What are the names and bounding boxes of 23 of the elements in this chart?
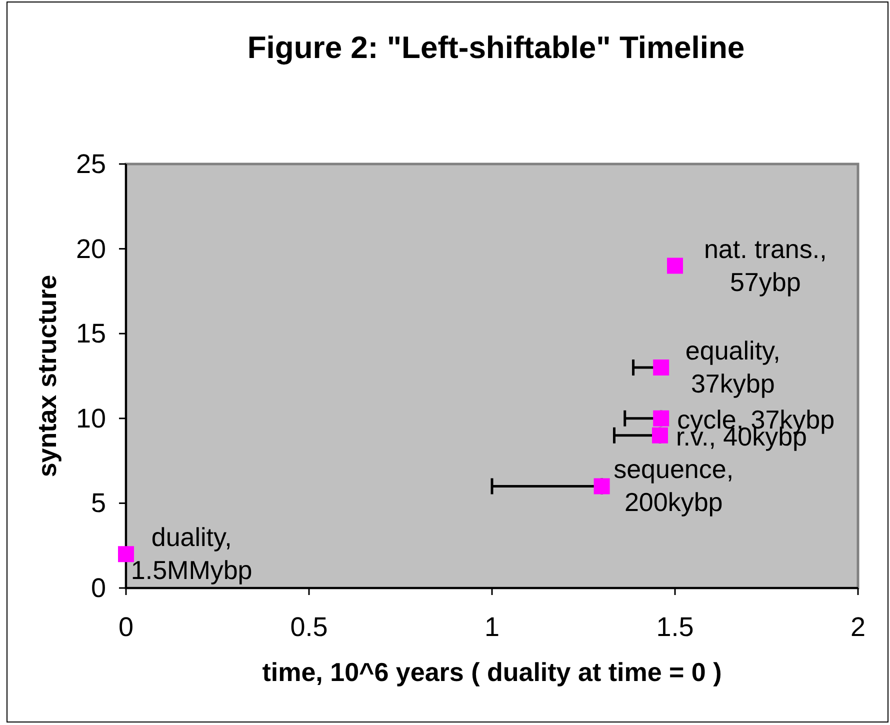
x-tick-label: 1 — [484, 612, 500, 642]
point — [118, 546, 134, 562]
y-tick-label: 25 — [76, 149, 106, 179]
annotation: duality, 1.5MMybp — [130, 522, 252, 586]
point — [652, 427, 668, 444]
y-tick-label: 0 — [90, 573, 106, 603]
x-tick-label: 0.5 — [290, 612, 328, 642]
x-tick-label: 1.5 — [656, 612, 694, 642]
x-tick-label: 2 — [850, 612, 866, 642]
x-tick-label: 0 — [118, 612, 134, 642]
y-axis-title: syntax structure — [32, 274, 62, 478]
point — [667, 258, 683, 274]
y-tick-label: 5 — [90, 488, 106, 518]
chart-title: Figure 2: "Left-shiftable" Timeline — [247, 30, 745, 65]
y-tick-label: 20 — [76, 234, 106, 264]
annotation: nat. trans., 57ybp — [704, 234, 827, 297]
point — [653, 360, 670, 376]
y-tick-label: 15 — [76, 318, 106, 349]
point — [653, 410, 670, 426]
annotation: sequence, 200kybp — [614, 454, 734, 518]
point — [594, 478, 610, 494]
x-axis-title: time, 10^6 years ( duality at time = 0 ) — [262, 657, 722, 687]
y-tick-label: 10 — [76, 403, 106, 434]
